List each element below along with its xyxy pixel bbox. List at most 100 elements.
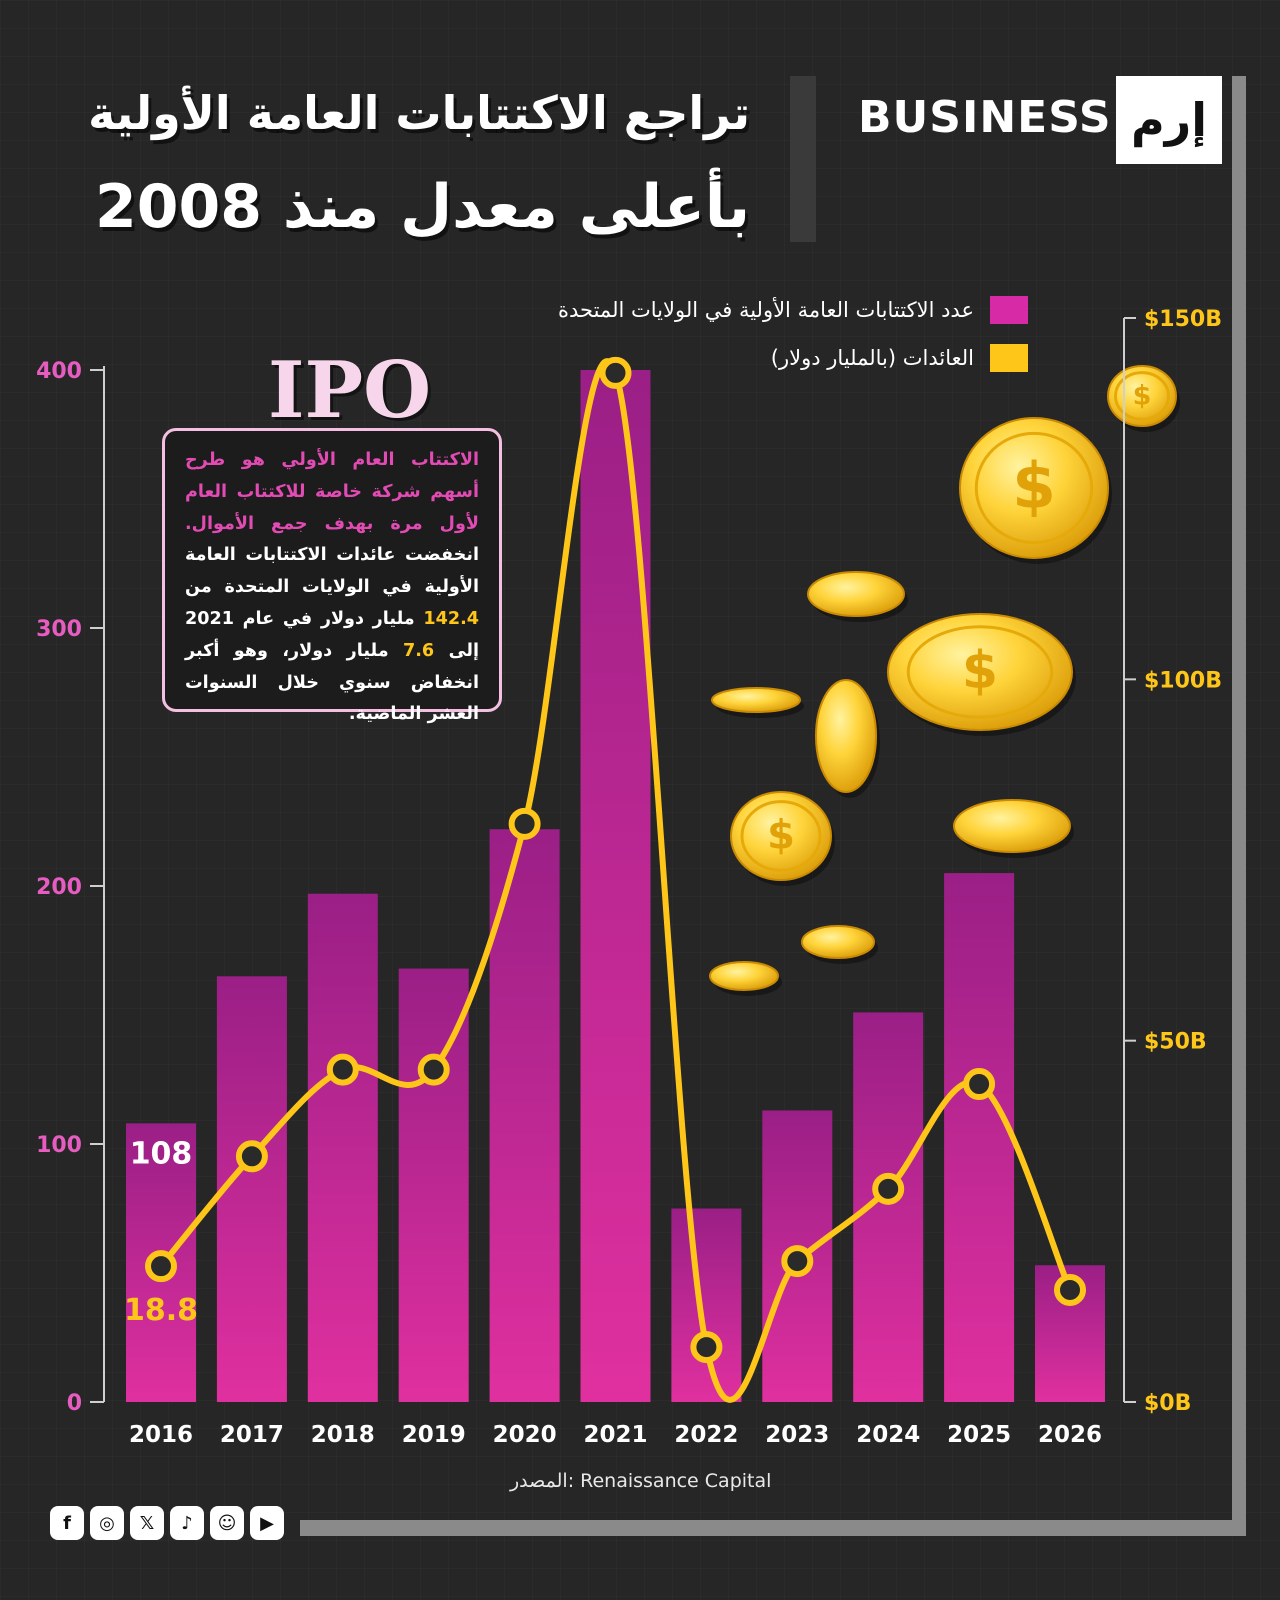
coin-body: [711, 687, 801, 713]
line-series: [145, 356, 1086, 1403]
coin-body: [953, 799, 1071, 853]
point-2020: [508, 807, 541, 840]
coin-icon: [709, 961, 782, 996]
coin-body: [709, 961, 779, 991]
coin-icon: $: [1107, 365, 1180, 432]
coin-decorations: $ $ $ $: [709, 365, 1180, 996]
coin-body: [887, 613, 1073, 731]
legend-swatch-line: [990, 344, 1028, 372]
info-text-3: مليار دولار، وهو أكبر انخفاض سنوي خلال ا…: [185, 640, 479, 725]
x-tick-label: 2023: [765, 1422, 829, 1448]
coin-icon: $: [730, 791, 835, 886]
left-axis-tick-label: 0: [67, 1391, 82, 1416]
tiktok-icon[interactable]: ♪: [170, 1506, 204, 1540]
right-axis-tick-label: $100B: [1144, 668, 1222, 693]
x-tick-label: 2022: [674, 1422, 738, 1448]
left-axis: 0 100 200 300 400: [36, 359, 105, 1416]
point-2025: [963, 1068, 996, 1101]
bar-value-label-2016: 108: [130, 1136, 193, 1171]
coin-body: [801, 925, 875, 959]
instagram-icon[interactable]: ◎: [90, 1506, 124, 1540]
coin-dollar-sign: $: [1012, 450, 1056, 523]
point-2023: [781, 1245, 814, 1278]
snapchat-icon[interactable]: ☺: [210, 1506, 244, 1540]
coin-body: [959, 417, 1109, 559]
legend-label-count: عدد الاكتتابات العامة الأولية في الولايا…: [558, 298, 974, 322]
bar-2020: [489, 829, 560, 1402]
info-highlight-latest: 7.6: [403, 640, 435, 661]
frame-right-edge: [1232, 76, 1246, 1536]
brand-wordmark: BUSINESS: [858, 92, 1112, 143]
x-icon[interactable]: 𝕏: [130, 1506, 164, 1540]
left-axis-tick-label: 100: [36, 1133, 82, 1158]
x-tick-label: 2018: [311, 1422, 375, 1448]
coin-icon: $: [959, 417, 1112, 564]
coin-icon: [807, 571, 908, 622]
x-tick-label: 2026: [1038, 1422, 1102, 1448]
point-2016: [145, 1250, 177, 1283]
ipo-heading: IPO: [268, 345, 432, 436]
left-axis-tick-label: 200: [36, 875, 82, 900]
point-2017: [235, 1140, 268, 1173]
coin-dollar-sign: $: [1133, 380, 1152, 411]
coin-body: [730, 791, 832, 881]
right-axis-tick-label: $50B: [1144, 1030, 1207, 1055]
info-highlight-2021: 142.4: [423, 608, 479, 629]
point-2019: [417, 1053, 450, 1086]
coin-body: [807, 571, 905, 617]
right-axis-tick-label: $0B: [1144, 1391, 1191, 1416]
coin-rim: [974, 431, 1094, 545]
header-divider: [790, 76, 816, 242]
bar-2018: [307, 893, 378, 1402]
legend-item-proceeds: العائدات (بالمليار دولار): [771, 344, 1028, 372]
legend-swatch-bar: [990, 296, 1028, 324]
logo-mark: إرم: [1131, 93, 1207, 147]
bar-2022: [671, 1208, 742, 1402]
line-value-label-2016: 18.8: [124, 1293, 198, 1328]
point-2026: [1054, 1273, 1086, 1306]
x-tick-label: 2020: [493, 1422, 557, 1448]
x-tick-label: 2024: [856, 1422, 920, 1448]
frame-bottom-edge: [300, 1520, 1246, 1536]
info-text-2: مليار دولار في عام 2021 إلى: [185, 608, 479, 661]
coin-dollar-sign: $: [767, 812, 795, 858]
coin-rim: [1113, 371, 1171, 421]
youtube-icon[interactable]: ▶: [250, 1506, 284, 1540]
legend-item-count: عدد الاكتتابات العامة الأولية في الولايا…: [558, 296, 1028, 324]
coin-dollar-sign: $: [962, 641, 998, 701]
coin-icon: [711, 687, 804, 718]
brand-logo: إرم: [1116, 76, 1222, 164]
page-subtitle: بأعلى معدل منذ 2008: [95, 172, 750, 242]
right-axis: $0B $50B $100B $150B: [1123, 307, 1222, 1416]
point-2021: [599, 356, 632, 389]
coin-icon: [953, 799, 1074, 858]
page-title: تراجع الاكتتابات العامة الأولية: [88, 86, 750, 140]
coin-icon: $: [887, 613, 1076, 736]
x-tick-label: 2025: [947, 1422, 1011, 1448]
source-note: المصدر: Renaissance Capital: [510, 1470, 772, 1492]
coin-icon: [815, 679, 880, 798]
left-axis-tick-label: 300: [36, 617, 82, 642]
point-2022: [690, 1331, 723, 1364]
x-tick-label: 2019: [402, 1422, 466, 1448]
facebook-icon[interactable]: f: [50, 1506, 84, 1540]
bar-2019: [398, 968, 469, 1402]
info-box: الاكتتاب العام الأولي هو طرح أسهم شركة خ…: [162, 428, 502, 724]
left-axis-tick-label: 400: [36, 359, 82, 384]
coin-icon: [801, 925, 878, 964]
coin-body: [815, 679, 877, 793]
data-labels: 108 18.8: [124, 1136, 198, 1328]
legend-label-proceeds: العائدات (بالمليار دولار): [770, 346, 974, 370]
info-definition: الاكتتاب العام الأولي هو طرح أسهم شركة خ…: [185, 450, 479, 534]
bar-2017: [216, 976, 287, 1402]
bar-2025: [944, 873, 1015, 1402]
bar-2021: [580, 370, 651, 1402]
info-text-1: انخفضت عائدات الاكتتابات العامة الأولية …: [185, 545, 479, 598]
coin-rim: [906, 625, 1054, 719]
x-tick-label: 2017: [220, 1422, 284, 1448]
x-axis-labels: 2016 2017 2018 2019 2020 2021 2022 2023 2024 2025…: [129, 1422, 1102, 1448]
social-links: f ◎ 𝕏 ♪ ☺ ▶: [50, 1506, 284, 1540]
point-2024: [872, 1172, 905, 1205]
point-2018: [326, 1053, 359, 1086]
